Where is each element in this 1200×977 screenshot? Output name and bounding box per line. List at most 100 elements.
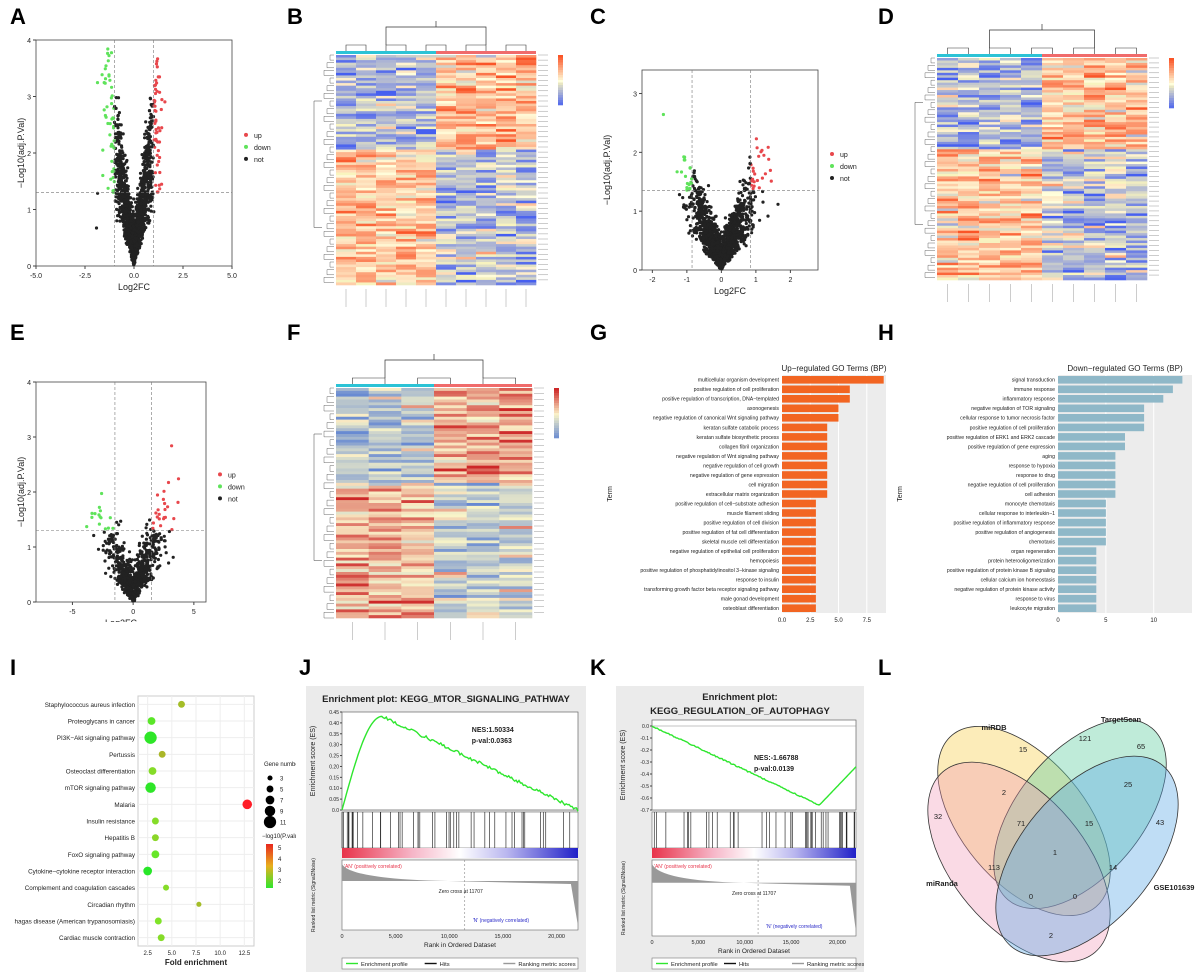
heatmap-cell bbox=[1126, 75, 1148, 79]
point bbox=[138, 191, 142, 195]
heatmap-cell bbox=[396, 62, 417, 66]
heatmap-cell bbox=[436, 246, 457, 250]
heatmap-cell bbox=[476, 262, 497, 265]
heatmap-cell bbox=[476, 177, 497, 181]
heatmap-cell bbox=[376, 172, 397, 176]
point bbox=[708, 251, 712, 255]
heatmap-cell bbox=[436, 221, 457, 224]
heatmap-cell bbox=[396, 131, 417, 135]
heatmap-cell bbox=[1084, 82, 1106, 86]
heatmap-cell bbox=[496, 141, 517, 145]
heatmap-cell bbox=[416, 134, 437, 138]
heatmap-cell bbox=[396, 93, 417, 97]
heatmap-cell bbox=[496, 70, 517, 74]
point bbox=[107, 540, 111, 544]
heatmap-cell bbox=[456, 98, 477, 102]
heatmap-cell bbox=[336, 106, 357, 109]
point bbox=[111, 554, 115, 558]
heatmap-cell bbox=[356, 57, 377, 61]
point bbox=[97, 522, 101, 526]
heatmap-cell bbox=[416, 223, 437, 227]
heatmap-cell bbox=[958, 65, 980, 69]
heatmap-cell bbox=[496, 55, 517, 58]
heatmap-cell bbox=[496, 221, 517, 224]
heatmap-cell bbox=[476, 195, 497, 199]
heatmap-cell bbox=[376, 149, 397, 153]
heatmap-cell bbox=[456, 277, 477, 281]
heatmap-cell bbox=[356, 175, 377, 178]
heatmap-cell bbox=[416, 164, 437, 168]
point bbox=[152, 529, 156, 533]
heatmap-cell bbox=[396, 75, 417, 79]
heatmap-cell bbox=[1126, 67, 1148, 71]
heatmap-cell bbox=[416, 93, 437, 97]
heatmap-cell bbox=[356, 218, 377, 222]
heatmap-cell bbox=[516, 95, 537, 99]
volcano-plot-a: -5.0 -2.5 0.0 2.5 5.001234Log2FC−Log10(adj.P… bbox=[16, 38, 271, 292]
heatmap-cell bbox=[336, 116, 357, 120]
dendrogram-branch bbox=[1031, 47, 1053, 54]
point bbox=[156, 557, 160, 562]
point bbox=[118, 149, 122, 153]
point bbox=[142, 577, 147, 581]
heatmap-cell bbox=[416, 88, 437, 92]
heatmap-cell bbox=[516, 279, 537, 283]
heatmap-cell bbox=[336, 226, 357, 230]
dendrogram-branch bbox=[505, 44, 527, 51]
point bbox=[96, 191, 100, 195]
heatmap-cell bbox=[396, 175, 417, 178]
heatmap-cell bbox=[516, 216, 537, 219]
heatmap-cell bbox=[516, 98, 537, 102]
heatmap-cell bbox=[356, 251, 377, 255]
point bbox=[157, 512, 161, 516]
dendrogram-branch bbox=[326, 246, 334, 252]
legend-down: down bbox=[228, 484, 245, 491]
legend-swatch bbox=[244, 132, 248, 137]
heatmap-cell bbox=[336, 111, 357, 115]
heatmap-cell bbox=[476, 213, 497, 217]
dendrogram-branch bbox=[927, 176, 935, 182]
point bbox=[130, 246, 134, 250]
heatmap-cell bbox=[476, 136, 497, 140]
heatmap-cell bbox=[1021, 80, 1043, 83]
heatmap-cell bbox=[396, 185, 417, 189]
heatmap-cell bbox=[376, 80, 397, 84]
legend-swatch bbox=[218, 472, 222, 477]
heatmap-cell bbox=[416, 111, 437, 115]
y-tick-label: 4 bbox=[27, 38, 31, 45]
point bbox=[151, 175, 155, 179]
heatmap-cell bbox=[1042, 72, 1064, 76]
heatmap-cell bbox=[1042, 60, 1064, 64]
point bbox=[109, 177, 113, 181]
heatmap-cell bbox=[476, 264, 497, 268]
heatmap-cell bbox=[476, 139, 497, 143]
point bbox=[153, 99, 157, 103]
heatmap-cell bbox=[979, 72, 1001, 76]
heatmap-cell bbox=[436, 78, 457, 81]
heatmap-cell bbox=[376, 67, 397, 71]
point bbox=[742, 206, 746, 210]
point bbox=[107, 566, 111, 570]
heatmap-cell bbox=[476, 185, 497, 189]
point bbox=[754, 137, 758, 141]
group-bar bbox=[937, 54, 1042, 57]
point bbox=[687, 195, 692, 199]
heatmap-cell bbox=[1063, 75, 1085, 79]
heatmap-cell bbox=[476, 231, 497, 235]
heatmap-cell bbox=[1126, 80, 1148, 83]
heatmap-cell bbox=[376, 139, 397, 143]
point bbox=[156, 190, 160, 194]
heatmap-cell bbox=[436, 236, 457, 240]
point bbox=[129, 239, 133, 243]
point bbox=[122, 541, 126, 545]
heatmap-cell bbox=[496, 282, 517, 286]
point bbox=[139, 202, 143, 206]
dendrogram-branch bbox=[924, 228, 935, 234]
heatmap-cell bbox=[376, 269, 397, 273]
point bbox=[690, 177, 694, 181]
heatmap-cell bbox=[416, 228, 437, 232]
heatmap-cell bbox=[336, 264, 357, 268]
point bbox=[111, 189, 115, 193]
heatmap-cell bbox=[416, 246, 437, 250]
heatmap-cell bbox=[476, 198, 497, 201]
